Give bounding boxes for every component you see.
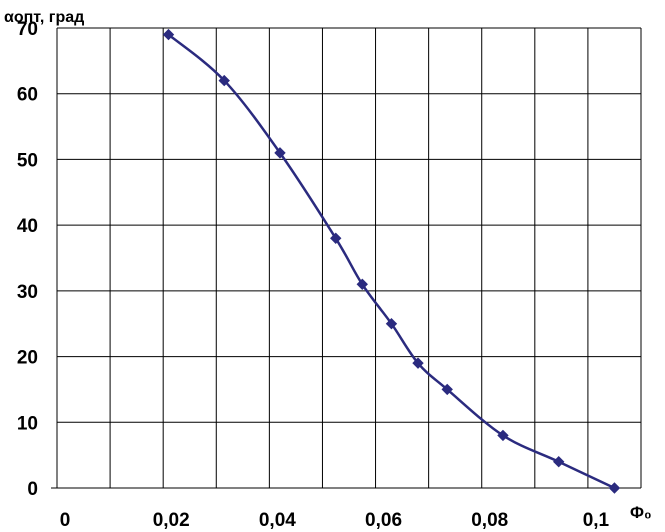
x-tick-label: 0	[60, 510, 71, 531]
data-point-marker	[385, 318, 398, 330]
data-point-marker	[412, 357, 424, 369]
x-tick-label: 0,1	[583, 510, 610, 531]
y-tick-label: 20	[17, 348, 38, 369]
x-tick-label: 0,02	[153, 510, 190, 531]
data-point-marker	[553, 456, 565, 468]
y-tick-label: 40	[17, 216, 38, 237]
data-point-marker	[608, 482, 621, 494]
y-tick-label: 60	[17, 85, 38, 106]
data-point-marker	[497, 429, 509, 442]
x-axis-title: Φ₀	[630, 503, 652, 522]
data-point-marker	[274, 147, 286, 159]
data-point-marker	[441, 383, 453, 396]
grid-lines	[51, 27, 642, 489]
data-series	[162, 28, 621, 494]
x-tick-label: 0,08	[471, 510, 508, 531]
data-point-marker	[218, 74, 230, 87]
series-line	[167, 33, 615, 490]
y-tick-label: 0	[27, 479, 38, 500]
y-tick-label: 50	[17, 150, 38, 171]
y-axis-tick-labels: 0 10 20 30 40 50 60 70	[17, 19, 38, 500]
data-point-marker	[356, 278, 368, 290]
plot-area	[57, 28, 641, 488]
y-axis-title: αопт, град	[4, 9, 84, 26]
data-point-marker	[162, 28, 175, 41]
x-tick-label: 0,04	[259, 510, 296, 531]
y-tick-label: 10	[17, 413, 38, 434]
x-axis-tick-labels: 0 0,02 0,04 0,06 0,08 0,1	[60, 510, 610, 531]
x-tick-label: 0,06	[365, 510, 402, 531]
y-tick-label: 70	[17, 19, 38, 40]
y-tick-label: 30	[17, 282, 38, 303]
data-point-marker	[330, 232, 342, 244]
